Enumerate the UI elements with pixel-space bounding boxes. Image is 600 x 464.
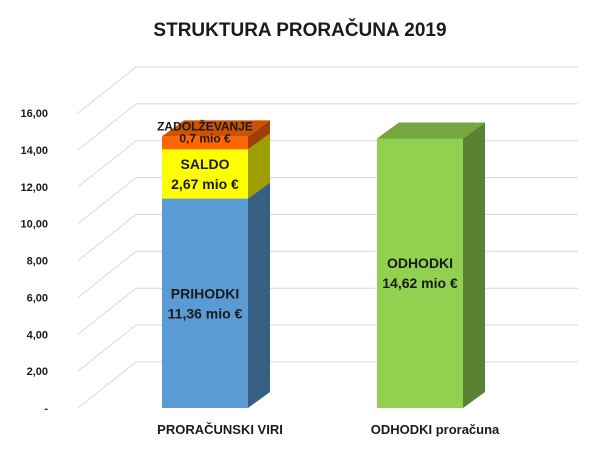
data-label-saldo: 2,67 mio € [171, 176, 239, 192]
data-labels: PRIHODKI 11,36 mio € SALDO 2,67 mio € ZADOLŽ… [157, 118, 458, 321]
y-tick-label: 16,00 [20, 108, 48, 120]
gridline [77, 140, 578, 188]
y-tick-label: - [44, 403, 48, 415]
y-axis-ticks: - 2,00 4,00 6,00 8,00 10,00 12,00 14,00 16,00 [20, 108, 48, 415]
data-label-prihodki: 11,36 mio € [168, 305, 243, 321]
data-label-zadolževanje: 0,7 mio € [179, 131, 231, 145]
data-label-prihodki: PRIHODKI [171, 285, 239, 301]
gridline [77, 361, 578, 409]
category-label: ODHODKI proračuna [371, 422, 500, 437]
y-tick-label: 12,00 [20, 182, 48, 194]
y-tick-label: 6,00 [27, 292, 48, 304]
grid-lines [77, 66, 578, 409]
bars [162, 120, 485, 408]
chart-title: STRUKTURA PRORAČUNA 2019 [153, 19, 446, 41]
gridline [77, 324, 578, 372]
bar-segment-zadolževanje [162, 120, 270, 150]
data-label-odhodki: ODHODKI [387, 255, 453, 271]
x-axis-categories: PRORAČUNSKI VIRI ODHODKI proračuna [157, 422, 500, 437]
category-label: PRORAČUNSKI VIRI [157, 422, 283, 437]
y-tick-label: 4,00 [27, 329, 48, 341]
data-label-odhodki: 14,62 mio € [382, 275, 458, 291]
data-label-saldo: SALDO [181, 156, 230, 172]
bar-segment-saldo [162, 133, 270, 199]
y-tick-label: 8,00 [27, 256, 48, 268]
gridline [77, 66, 578, 114]
y-tick-label: 14,00 [20, 145, 48, 157]
gridline [77, 214, 578, 261]
gridline [77, 177, 578, 225]
data-label-zadolževanje: ZADOLŽEVANJE [157, 118, 253, 133]
bar-segment-odhodki [377, 122, 485, 408]
bar-segment-prihodki [162, 182, 270, 408]
y-tick-label: 10,00 [20, 219, 48, 231]
gridline [77, 250, 578, 298]
y-tick-label: 2,00 [27, 366, 48, 378]
gridline [77, 103, 578, 151]
gridline [77, 287, 578, 335]
